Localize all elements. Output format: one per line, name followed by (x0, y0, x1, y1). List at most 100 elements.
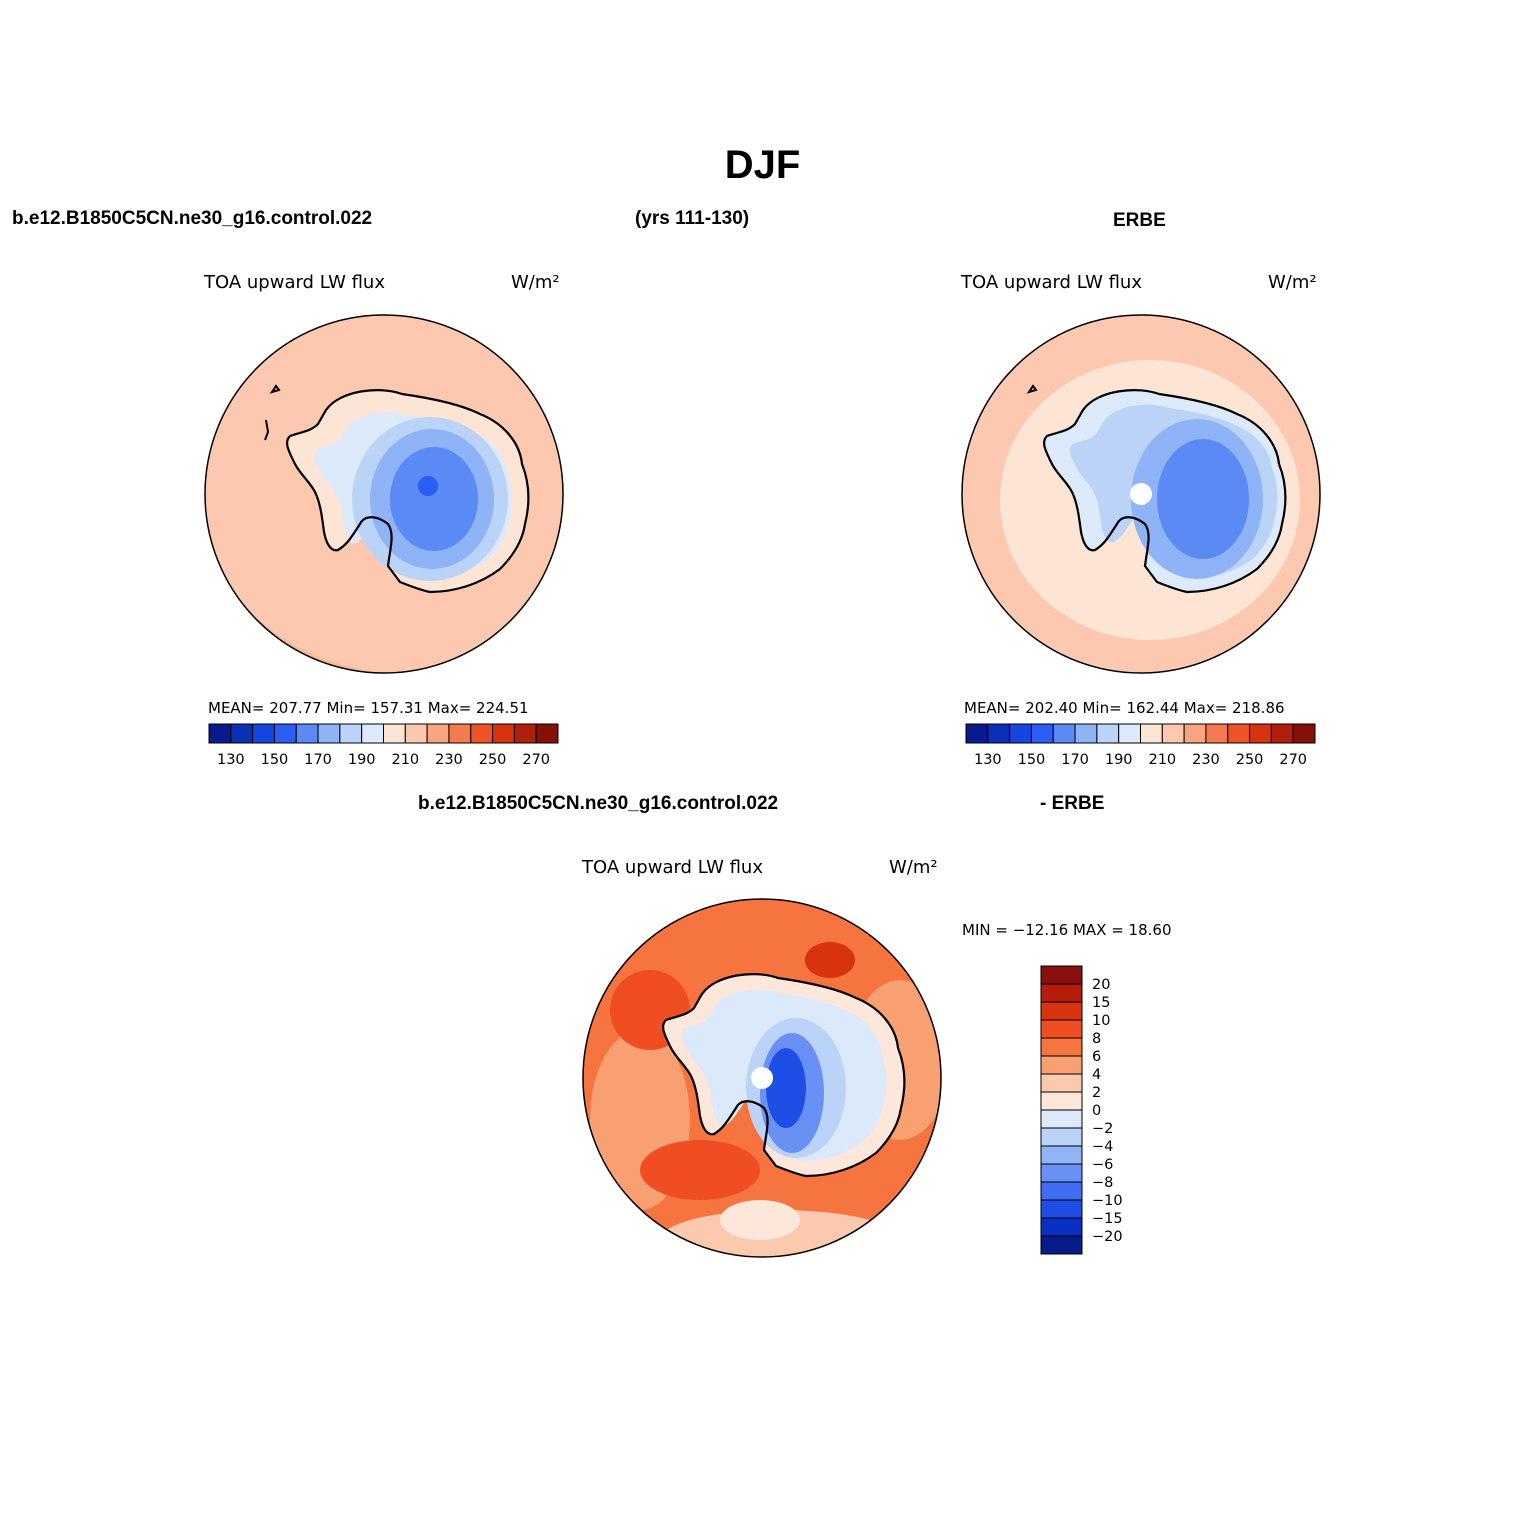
colorbar-tick-label: 270 (522, 752, 550, 768)
diff-stats: MIN = −12.16 MAX = 18.60 (962, 921, 1172, 939)
obs-panel-units: W/m² (1268, 272, 1317, 293)
colorbar-swatch (1040, 1019, 1083, 1039)
colorbar-tick-label: −15 (1092, 1211, 1123, 1227)
colorbar-swatch (1040, 1145, 1083, 1165)
colorbar-tick-label: −8 (1092, 1175, 1113, 1191)
colorbar-swatch (1096, 723, 1120, 744)
colorbar-tick-label: −4 (1092, 1139, 1113, 1155)
colorbar-tick-label: 150 (261, 752, 289, 768)
colorbar-swatch (492, 723, 515, 744)
colorbar-swatch (1040, 1181, 1083, 1201)
colorbar-swatch (1040, 1037, 1083, 1057)
colorbar-swatch (1040, 1091, 1083, 1111)
colorbar-tick-label: 230 (435, 752, 463, 768)
model-colorbar: 130 150 170 190 210 230 250 270 (208, 723, 559, 768)
figure-title: DJF (724, 143, 801, 187)
colorbar-tick-label: 190 (1105, 752, 1133, 768)
colorbar-tick-label: −10 (1092, 1193, 1123, 1209)
colorbar-swatch (470, 723, 494, 744)
colorbar-swatch (513, 723, 537, 744)
colorbar-swatch (383, 723, 406, 744)
colorbar-swatch (1183, 723, 1207, 744)
colorbar-swatch (1030, 723, 1054, 744)
colorbar-tick-label: 6 (1092, 1049, 1101, 1065)
colorbar-tick-label: 230 (1192, 752, 1220, 768)
colorbar-swatch (1040, 1109, 1083, 1129)
colorbar-tick-label: 250 (1236, 752, 1264, 768)
diff-suffix-header: - ERBE (1040, 793, 1105, 814)
diff-map (582, 898, 942, 1258)
colorbar-swatch (1040, 1217, 1083, 1237)
diff-panel-variable: TOA upward LW flux (582, 857, 763, 878)
years-header: (yrs 111-130) (635, 208, 750, 229)
colorbar-tick-label: 10 (1092, 1013, 1110, 1029)
colorbar-swatch (1040, 1127, 1083, 1147)
obs-stats: MEAN= 202.40 Min= 162.44 Max= 218.86 (964, 699, 1285, 717)
colorbar-tick-label: −6 (1092, 1157, 1113, 1173)
colorbar-swatch (1040, 1235, 1083, 1255)
colorbar-swatch (1205, 723, 1229, 744)
colorbar-tick-label: −2 (1092, 1121, 1113, 1137)
colorbar-swatch (273, 723, 297, 744)
colorbar-tick-label: 270 (1279, 752, 1307, 768)
model-stats: MEAN= 207.77 Min= 157.31 Max= 224.51 (208, 699, 529, 717)
obs-panel-variable: TOA upward LW flux (961, 272, 1142, 293)
colorbar-swatch (339, 723, 363, 744)
colorbar-swatch (208, 723, 232, 744)
model-panel-units: W/m² (511, 272, 560, 293)
colorbar-swatch (1009, 723, 1032, 744)
colorbar-swatch (1040, 1199, 1083, 1219)
colorbar-swatch (252, 723, 275, 744)
colorbar-tick-label: 190 (348, 752, 376, 768)
colorbar-swatch (361, 723, 384, 744)
colorbar-tick-label: 130 (217, 752, 245, 768)
colorbar-swatch (965, 723, 989, 744)
colorbar-tick-label: 20 (1092, 977, 1110, 993)
colorbar-swatch (1161, 723, 1185, 744)
colorbar-tick-label: 150 (1018, 752, 1046, 768)
colorbar-swatch (317, 723, 341, 744)
colorbar-tick-label: 210 (1148, 752, 1176, 768)
colorbar-tick-label: −20 (1092, 1229, 1123, 1245)
diff-case-header: b.e12.B1850C5CN.ne30_g16.control.022 (418, 793, 779, 814)
colorbar-tick-label: 4 (1092, 1067, 1101, 1083)
colorbar-tick-label: 170 (304, 752, 332, 768)
colorbar-tick-label: 210 (391, 752, 419, 768)
colorbar-swatch (1074, 723, 1098, 744)
colorbar-swatch (295, 723, 319, 744)
colorbar-tick-label: 2 (1092, 1085, 1101, 1101)
colorbar-swatch (1040, 1055, 1083, 1075)
colorbar-swatch (1040, 965, 1083, 985)
diff-panel-units: W/m² (889, 857, 938, 878)
colorbar-swatch (448, 723, 472, 744)
colorbar-swatch (426, 723, 450, 744)
obs-colorbar: 130 150 170 190 210 230 250 270 (965, 723, 1316, 768)
case-name-header: b.e12.B1850C5CN.ne30_g16.control.022 (12, 208, 373, 229)
colorbar-tick-label: 130 (974, 752, 1002, 768)
colorbar-swatch (1040, 1073, 1083, 1093)
colorbar-tick-label: 170 (1061, 752, 1089, 768)
colorbar-swatch (1140, 723, 1163, 744)
colorbar-swatch (1040, 1163, 1083, 1183)
colorbar-swatch (987, 723, 1011, 744)
colorbar-swatch (1052, 723, 1076, 744)
colorbar-swatch (1270, 723, 1294, 744)
colorbar-swatch (230, 723, 254, 744)
colorbar-swatch (1118, 723, 1141, 744)
colorbar-swatch (1249, 723, 1272, 744)
model-map (204, 314, 564, 674)
obs-map (961, 314, 1321, 674)
colorbar-tick-label: 0 (1092, 1103, 1101, 1119)
colorbar-swatch (535, 723, 559, 744)
colorbar-tick-label: 8 (1092, 1031, 1101, 1047)
colorbar-swatch (1040, 1001, 1083, 1021)
colorbar-swatch (1040, 983, 1083, 1003)
colorbar-tick-label: 250 (479, 752, 507, 768)
model-panel-variable: TOA upward LW flux (204, 272, 385, 293)
obs-name-header: ERBE (1113, 210, 1166, 231)
colorbar-swatch (1292, 723, 1316, 744)
colorbar-tick-label: 15 (1092, 995, 1110, 1011)
colorbar-swatch (404, 723, 428, 744)
